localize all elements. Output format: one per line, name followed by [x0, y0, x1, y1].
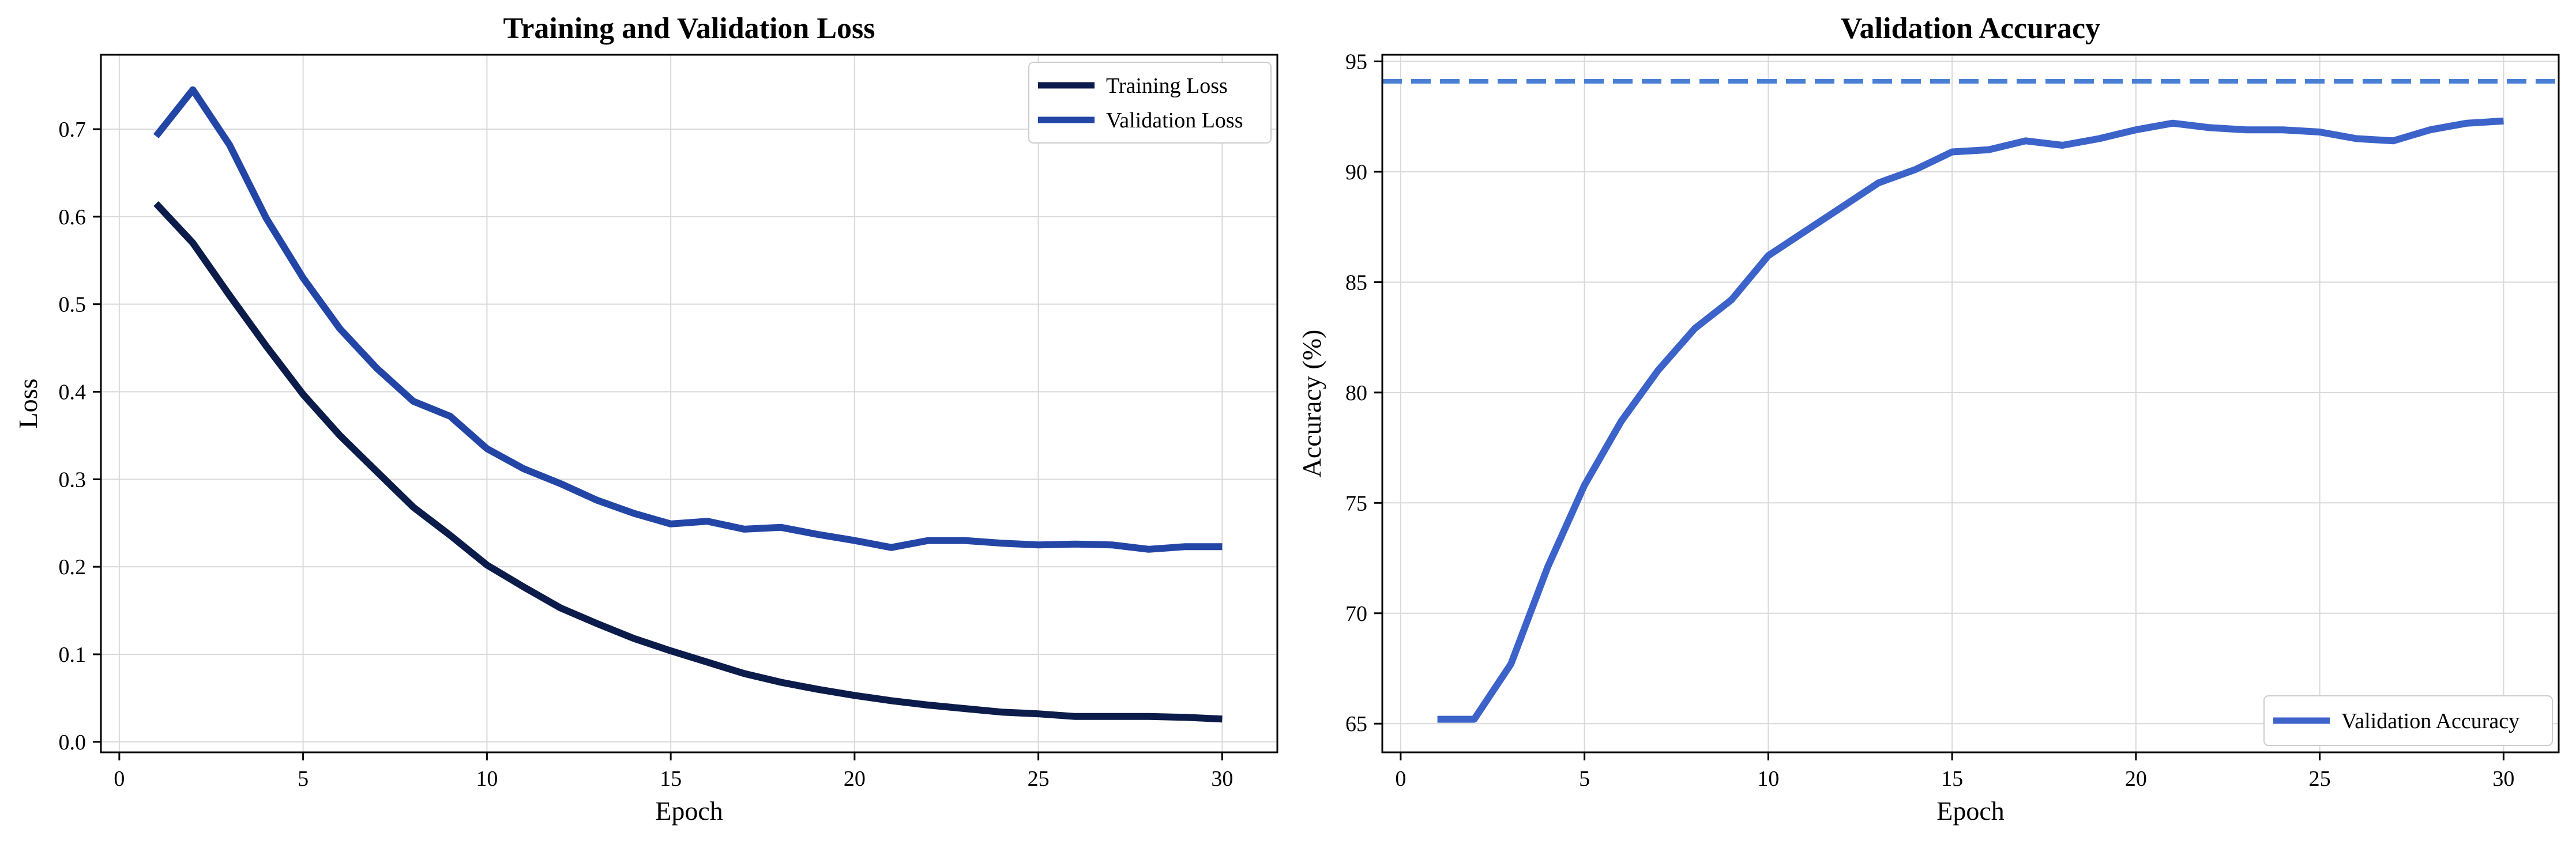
loss-x-tick-label: 25 [1028, 767, 1050, 791]
accuracy-x-tick-label: 10 [1757, 767, 1779, 791]
accuracy-y-tick-label: 80 [1345, 381, 1367, 405]
loss-y-tick-label: 0.1 [59, 643, 87, 667]
accuracy-x-tick-label: 0 [1395, 767, 1406, 791]
accuracy-ticks: 0 5 10 15 20 25 30 65 70 75 80 85 90 95 [1345, 50, 2514, 791]
accuracy-x-tick-label: 30 [2492, 767, 2514, 791]
loss-plot-frame [100, 54, 1278, 753]
accuracy-x-tick-label: 25 [2309, 767, 2331, 791]
loss-x-tick-label: 30 [1211, 767, 1233, 791]
validation-loss-line [153, 86, 1223, 553]
accuracy-plot-frame [1381, 54, 2560, 753]
loss-series [153, 86, 1223, 723]
loss-x-tick-label: 15 [660, 767, 682, 791]
accuracy-y-tick-label: 85 [1345, 270, 1367, 295]
loss-y-tick-label: 0.3 [59, 468, 87, 492]
accuracy-legend: Validation Accuracy [2263, 695, 2553, 746]
training-loss-line [153, 201, 1223, 723]
loss-y-tick-label: 0.7 [59, 118, 87, 142]
loss-ticks: 0 5 10 15 20 25 30 0.0 0.1 0.2 0.3 0.4 0.5 0.6 0.7 [59, 118, 1234, 791]
accuracy-x-axis-label: Epoch [1936, 796, 2005, 826]
accuracy-y-tick-label: 95 [1345, 50, 1367, 74]
loss-chart-title: Training and Validation Loss [503, 12, 875, 45]
loss-grid [101, 55, 1277, 752]
loss-x-tick-label: 10 [476, 767, 498, 791]
loss-y-tick-label: 0.2 [59, 555, 87, 579]
loss-y-tick-label: 0.4 [59, 380, 87, 405]
loss-y-axis-label: Loss [13, 379, 43, 429]
validation-accuracy-line [1437, 117, 2504, 723]
loss-x-tick-label: 5 [298, 767, 309, 791]
loss-x-tick-label: 20 [844, 767, 866, 791]
loss-legend-label-training: Training Loss [1106, 74, 1228, 98]
accuracy-x-tick-label: 5 [1579, 767, 1590, 791]
accuracy-y-tick-label: 75 [1345, 491, 1367, 515]
loss-chart: Training and Validation Loss 0 5 10 15 20 25 3… [13, 12, 1278, 826]
accuracy-chart-title: Validation Accuracy [1841, 12, 2100, 45]
loss-y-tick-label: 0.6 [59, 205, 87, 229]
accuracy-chart: Validation Accuracy 0 5 10 15 20 25 30 65 70 75 80… [1297, 12, 2560, 826]
loss-legend: Training Loss Validation Loss [1028, 62, 1272, 144]
loss-y-tick-label: 0.0 [59, 730, 87, 755]
accuracy-y-tick-label: 70 [1345, 602, 1367, 626]
accuracy-series [1382, 78, 2559, 723]
accuracy-x-tick-label: 15 [1941, 767, 1963, 791]
loss-x-axis-label: Epoch [655, 796, 723, 826]
loss-x-tick-label: 0 [114, 767, 125, 791]
accuracy-y-tick-label: 90 [1345, 160, 1367, 184]
accuracy-legend-box [2263, 695, 2553, 746]
accuracy-y-tick-label: 65 [1345, 712, 1367, 736]
accuracy-legend-label: Validation Accuracy [2341, 709, 2519, 733]
accuracy-x-tick-label: 20 [2125, 767, 2147, 791]
loss-legend-label-validation: Validation Loss [1106, 108, 1243, 133]
loss-y-tick-label: 0.5 [59, 293, 87, 317]
accuracy-y-axis-label: Accuracy (%) [1297, 330, 1326, 478]
